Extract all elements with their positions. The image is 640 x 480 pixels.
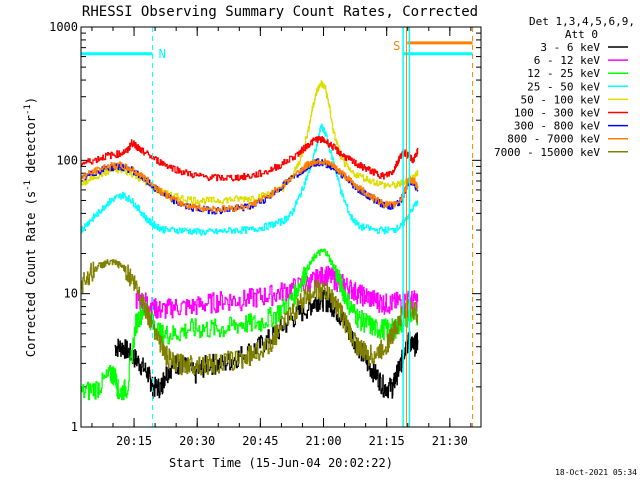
legend-header-1: Det 1,3,4,5,6,9, xyxy=(529,15,635,28)
x-axis-label: Start Time (15-Jun-04 20:02:22) xyxy=(169,456,393,470)
footer-timestamp: 18-Oct-2021 05:34 xyxy=(555,468,637,477)
night-flag-label: N xyxy=(159,47,166,61)
legend-label-4: 50 - 100 keV xyxy=(521,93,601,106)
saa-flag-label: S xyxy=(393,39,400,53)
series-line-3 xyxy=(80,123,419,236)
y-axis-label: Corrected Count Rate (s-1 detector-1) xyxy=(23,97,38,357)
y-tick-label: 1 xyxy=(71,420,78,434)
series-line-1 xyxy=(135,265,419,319)
x-tick-label: 21:00 xyxy=(305,434,341,448)
series-line-8 xyxy=(80,259,419,376)
legend-label-0: 3 - 6 keV xyxy=(540,41,600,54)
x-tick-label: 20:30 xyxy=(179,434,215,448)
legend-label-6: 300 - 800 keV xyxy=(514,120,600,133)
x-tick-label: 20:45 xyxy=(242,434,278,448)
series-line-5 xyxy=(81,136,419,182)
y-tick-label: 10 xyxy=(64,287,78,301)
legend-label-8: 7000 - 15000 keV xyxy=(494,146,600,159)
x-tick-label: 21:15 xyxy=(369,434,405,448)
plot-frame xyxy=(80,26,482,428)
chart-title: RHESSI Observing Summary Count Rates, Co… xyxy=(82,4,478,20)
legend-label-2: 12 - 25 keV xyxy=(527,67,600,80)
legend-header-2: Att 0 xyxy=(565,28,598,41)
y-tick-label: 1000 xyxy=(49,20,78,34)
x-tick-label: 21:30 xyxy=(432,434,468,448)
x-tick-label: 20:15 xyxy=(116,434,152,448)
y-tick-label: 100 xyxy=(56,153,78,167)
series-lines xyxy=(80,80,419,401)
y-ticks: 1 10 100 1000 xyxy=(49,20,481,434)
legend-label-5: 100 - 300 keV xyxy=(514,107,600,120)
legend-label-1: 6 - 12 keV xyxy=(534,54,601,67)
series-line-0 xyxy=(114,289,419,399)
series-line-4 xyxy=(81,80,419,205)
series-line-7 xyxy=(81,158,419,214)
x-ticks: 20:15 20:30 20:45 21:00 21:15 21:30 xyxy=(91,27,472,448)
legend-label-3: 25 - 50 keV xyxy=(527,80,600,93)
legend-label-7: 800 - 7000 keV xyxy=(507,133,600,146)
flag-annotations: NS xyxy=(81,27,474,427)
series-line-2 xyxy=(81,248,419,401)
